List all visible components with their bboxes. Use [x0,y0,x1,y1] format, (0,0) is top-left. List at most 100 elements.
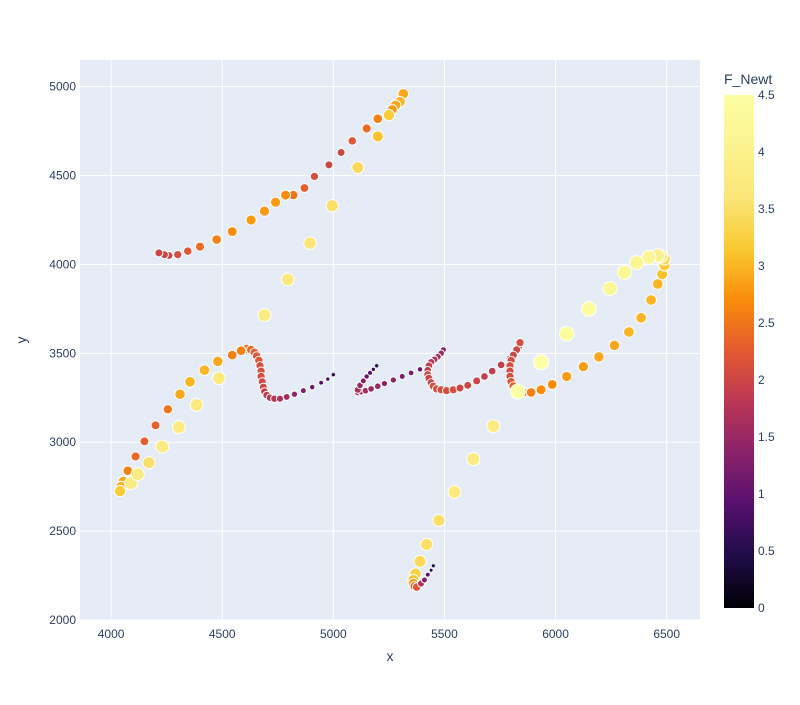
data-point [139,436,150,447]
data-point [184,375,196,388]
data-point [226,226,238,238]
data-point [299,183,310,193]
data-point [487,366,497,376]
data-point [226,349,238,361]
data-point [113,484,127,498]
x-tick-label: 6500 [653,627,680,641]
data-point [533,354,550,371]
data-point [367,369,373,376]
colorbar: F_Newt 0 0.5 1 1.5 2 2.5 3 3.5 4 4.5 [724,71,775,615]
data-point [290,390,299,398]
data-point [496,360,506,370]
data-point [635,311,648,324]
data-point [257,308,272,323]
data-point [374,363,379,368]
data-point [593,351,605,363]
data-point [347,136,358,146]
y-tick-label: 3000 [49,435,76,449]
data-point [546,378,558,390]
x-axis-title: x [387,648,394,664]
plot-background [80,60,700,620]
data-point [325,376,331,382]
data-point [420,576,428,584]
data-point [389,376,397,384]
data-point [602,280,618,297]
y-tick-label: 2000 [49,613,76,627]
colorbar-tick-label: 3.5 [758,202,775,216]
data-point [373,382,382,391]
y-tick-label: 3500 [49,346,76,360]
data-point [280,272,295,287]
data-point [351,161,365,175]
data-point [651,278,664,290]
colorbar-tick-label: 0.5 [758,544,775,558]
data-point [420,537,434,552]
data-point [455,383,465,393]
colorbar-tick-label: 4.5 [758,88,775,102]
data-point [235,345,247,357]
data-point [142,456,156,470]
data-point [154,248,164,258]
colorbar-tick-label: 4 [758,145,765,159]
x-tick-label: 4000 [98,627,125,641]
data-point [622,326,635,338]
data-point [275,394,285,403]
data-point [280,189,292,201]
data-point [299,387,307,395]
y-axis-title: y [13,337,29,344]
x-tick-label: 4500 [209,627,236,641]
data-point [486,419,501,434]
data-point [211,234,223,245]
data-point [212,371,226,386]
data-point [407,369,415,377]
data-point [174,388,186,400]
data-point [325,199,339,213]
data-point [155,439,170,454]
data-point [629,255,645,271]
x-tick-label: 6000 [542,627,569,641]
data-point [645,294,658,306]
data-point [466,452,481,467]
data-point [130,467,145,482]
data-point [480,372,489,381]
x-tick-label: 5500 [431,627,458,641]
y-tick-label: 4500 [49,169,76,183]
data-point [258,205,271,217]
data-point [189,398,204,412]
colorbar-title: F_Newt [724,71,772,87]
data-point [535,384,547,396]
data-point [561,370,573,383]
data-point [324,160,334,170]
data-point [370,366,377,373]
data-point [432,513,446,528]
data-point [509,383,526,400]
data-point [431,563,436,568]
data-point [269,196,282,208]
data-point [318,379,325,386]
data-point [382,108,396,122]
data-point [558,325,575,342]
data-point [309,171,320,182]
data-point [428,567,434,573]
data-point [577,361,589,373]
data-point [173,250,183,260]
data-point [380,379,389,388]
data-point [245,214,257,226]
data-point [336,147,346,157]
y-tick-label: 4000 [49,257,76,271]
colorbar-tick-label: 3 [758,259,765,273]
data-point [162,404,173,415]
data-point [372,113,384,125]
data-point [182,246,193,256]
tick-labels: 4000 4500 5000 5500 6000 6500 2000 2500 3000 3500… [49,80,680,641]
data-point [416,366,424,373]
data-points [113,88,671,592]
colorbar-tick-label: 0 [758,601,765,615]
data-point [472,376,482,386]
data-point [371,130,384,143]
data-point [463,380,473,390]
data-point [581,301,597,317]
data-point [130,451,141,462]
